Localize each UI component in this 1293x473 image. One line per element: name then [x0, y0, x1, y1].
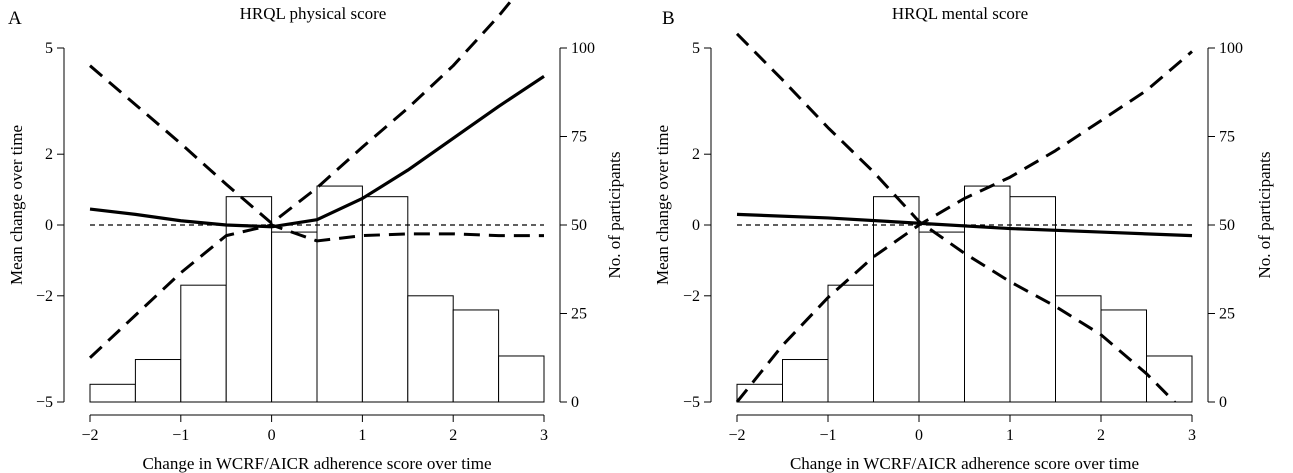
curves — [88, 0, 545, 359]
y2-tick-label: 25 — [1219, 306, 1235, 323]
lower-ci-line — [735, 50, 1193, 402]
y-tick-label: 0 — [45, 217, 53, 234]
y2-tick-label: 0 — [571, 394, 579, 411]
histogram-bar — [782, 359, 829, 403]
x-tick-label: −2 — [81, 427, 98, 444]
panel-label: A — [8, 8, 22, 29]
histogram-bar — [873, 196, 920, 403]
y2-tick-label: 25 — [571, 306, 587, 323]
histogram-bar — [1146, 355, 1193, 403]
estimate-line — [736, 212, 1193, 238]
panel-label: B — [662, 8, 675, 29]
y-tick-label: 2 — [692, 146, 700, 163]
x-tick-label: 3 — [1188, 427, 1196, 444]
x-tick-label: 1 — [358, 427, 366, 444]
x-tick-label: 2 — [449, 427, 457, 444]
x-axis-title: Change in WCRF/AICR adherence score over… — [790, 454, 1139, 473]
y-tick-label: 2 — [45, 146, 53, 163]
chart-panel-a: A HRQL physical score−5−20250255075100−2−… — [7, 0, 624, 473]
x-tick-label: 1 — [1006, 427, 1014, 444]
y-tick-label: −2 — [36, 288, 53, 305]
histogram-bar — [180, 284, 227, 403]
histogram-bar — [827, 284, 874, 403]
y2-tick-label: 0 — [1219, 394, 1227, 411]
panel-title: HRQL mental score — [892, 4, 1028, 23]
y-tick-label: −5 — [683, 394, 700, 411]
y-tick-label: 5 — [45, 40, 53, 57]
histogram-bar — [918, 231, 965, 403]
y-tick-label: −5 — [36, 394, 53, 411]
panel-title: HRQL physical score — [240, 4, 387, 23]
upper-ci-line — [735, 32, 1177, 402]
x-tick-label: 2 — [1097, 427, 1105, 444]
y2-tick-label: 75 — [1219, 129, 1235, 146]
histogram-bar — [452, 309, 500, 403]
x-tick-label: −2 — [728, 427, 745, 444]
x-tick-label: −1 — [172, 427, 189, 444]
y2-tick-label: 100 — [1219, 40, 1243, 57]
y2-axis-title: No. of participants — [605, 152, 624, 279]
x-tick-label: 3 — [540, 427, 548, 444]
y2-tick-label: 100 — [571, 40, 595, 57]
y-tick-label: 0 — [692, 217, 700, 234]
histogram-bar — [964, 185, 1011, 403]
upper-ci-line — [89, 0, 514, 225]
x-tick-label: 0 — [915, 427, 923, 444]
histogram-bar — [89, 383, 136, 403]
histogram-bar — [407, 295, 454, 403]
curves — [735, 32, 1193, 402]
histogram-bar — [134, 359, 182, 403]
x-tick-label: −1 — [819, 427, 836, 444]
estimate-line — [89, 74, 545, 229]
x-tick-label: 0 — [268, 427, 276, 444]
y-axis-title: Mean change over time — [653, 125, 672, 285]
y2-tick-label: 75 — [571, 129, 587, 146]
histogram-bar — [361, 196, 409, 403]
histogram-bar — [271, 231, 318, 403]
y2-tick-label: 50 — [1219, 217, 1235, 234]
lower-ci-line — [88, 223, 544, 359]
y2-axis-title: No. of participants — [1255, 152, 1274, 279]
histogram-bar — [316, 185, 363, 403]
y2-tick-label: 50 — [571, 217, 587, 234]
y-tick-label: 5 — [692, 40, 700, 57]
y-tick-label: −2 — [683, 288, 700, 305]
histogram-bar — [498, 355, 545, 403]
x-axis-title: Change in WCRF/AICR adherence score over… — [142, 454, 491, 473]
histogram-bar — [1055, 295, 1102, 403]
y-axis-title: Mean change over time — [7, 125, 26, 285]
